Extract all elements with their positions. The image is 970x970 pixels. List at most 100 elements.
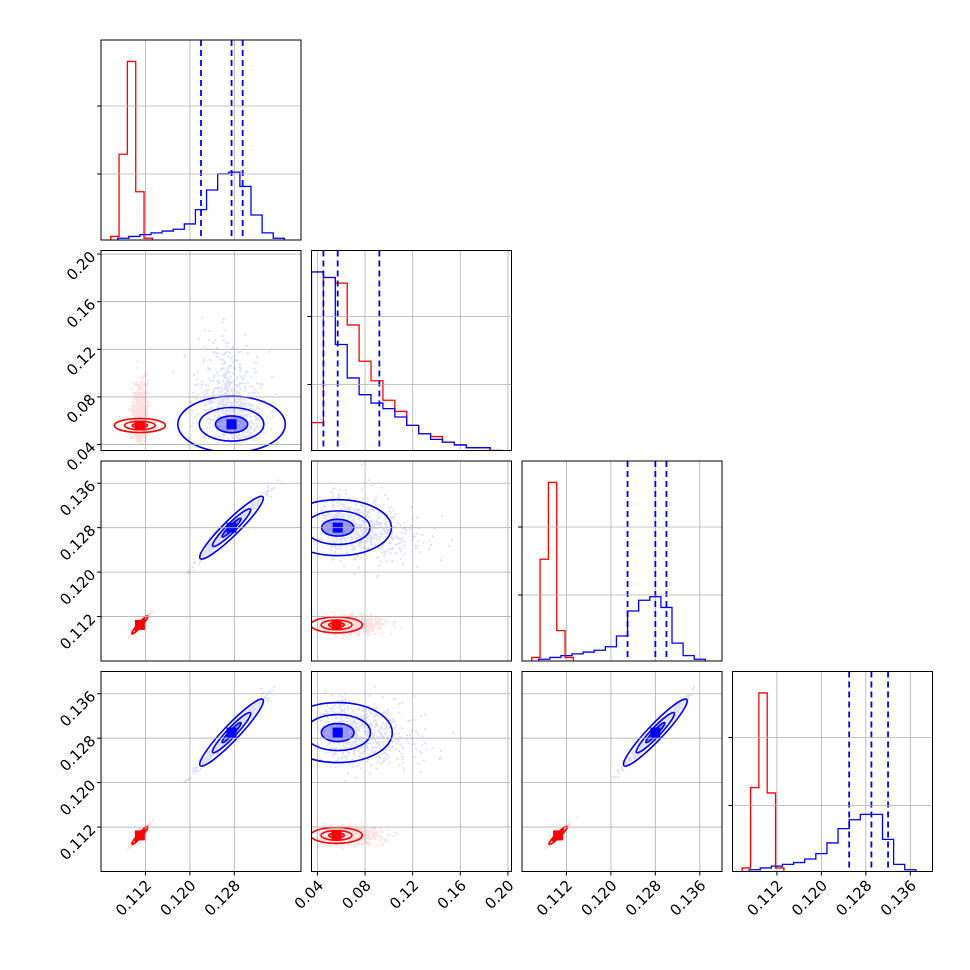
scatter-point [363, 548, 366, 551]
scatter-point [223, 376, 226, 379]
scatter-point [367, 546, 370, 549]
scatter-point [209, 420, 212, 423]
scatter-point [346, 508, 349, 511]
scatter-point [186, 392, 189, 395]
scatter-point [248, 385, 252, 388]
scatter-point [242, 721, 245, 724]
scatter-point [352, 509, 355, 512]
scatter-point [142, 412, 146, 415]
scatter-point [339, 544, 342, 548]
scatter-point [197, 563, 200, 566]
scatter-point [239, 393, 242, 396]
scatter-point [137, 402, 140, 405]
scatter-point [251, 385, 254, 388]
scatter-point [131, 419, 135, 422]
scatter-point [148, 613, 151, 616]
scatter-point [203, 404, 207, 407]
scatter-point [253, 428, 257, 431]
scatter-point [145, 412, 148, 415]
scatter-point [383, 528, 386, 531]
scatter-point [141, 391, 144, 395]
scatter-point [217, 419, 221, 423]
scatter-point [133, 413, 136, 416]
scatter-point [135, 411, 138, 415]
scatter-point [135, 435, 138, 438]
scatter-point [131, 414, 135, 417]
scatter-point [366, 629, 369, 632]
scatter-point [356, 525, 359, 528]
scatter-point [215, 748, 218, 752]
scatter-point [207, 366, 210, 369]
scatter-point [368, 625, 371, 628]
scatter-point [246, 414, 249, 417]
scatter-point [356, 620, 359, 624]
scatter-point [378, 524, 382, 528]
scatter-point [356, 622, 359, 626]
scatter-point [141, 397, 144, 400]
scatter-point [138, 439, 141, 442]
scatter-point [131, 407, 134, 411]
scatter-point [139, 403, 143, 407]
scatter-point [253, 504, 256, 507]
scatter-point [376, 522, 379, 525]
scatter-point [149, 611, 152, 615]
scatter-point [347, 618, 350, 621]
scatter-point [347, 506, 350, 510]
scatter-point [367, 628, 371, 632]
scatter-point [385, 535, 388, 539]
scatter-point [249, 427, 252, 431]
scatter-point [246, 417, 249, 421]
scatter-point [383, 530, 387, 533]
scatter-point [255, 382, 259, 385]
scatter-point [322, 500, 325, 504]
scatter-point [142, 433, 145, 436]
scatter-point [352, 620, 356, 623]
scatter-point [137, 409, 140, 412]
scatter-point [131, 381, 134, 384]
scatter-point [378, 626, 381, 629]
scatter-point [216, 442, 219, 445]
scatter-point [218, 745, 222, 748]
scatter-point [214, 415, 217, 418]
scatter-point [370, 623, 373, 626]
scatter-point [130, 413, 133, 417]
scatter-point [243, 423, 246, 426]
scatter-point [219, 744, 222, 747]
scatter-point [239, 419, 242, 423]
scatter-point [209, 407, 212, 410]
scatter-point [427, 548, 431, 551]
scatter-point [395, 543, 398, 546]
scatter-point [347, 624, 351, 627]
scatter-point [241, 513, 244, 516]
scatter-point [202, 360, 205, 363]
scatter-point [135, 434, 138, 437]
scatter-point [411, 539, 414, 542]
scatter-point [140, 404, 143, 407]
scatter-point [260, 687, 263, 690]
scatter-point [142, 414, 145, 417]
scatter-point [259, 386, 262, 389]
scatter-point [238, 397, 242, 401]
scatter-point [130, 388, 133, 391]
scatter-point [228, 412, 231, 415]
density-peak [226, 419, 237, 430]
scatter-point [210, 399, 214, 402]
scatter-point [221, 404, 224, 407]
scatter-point [369, 620, 372, 624]
scatter-point [358, 625, 361, 628]
scatter-point [245, 511, 248, 514]
scatter-point [138, 384, 142, 387]
scatter-point [331, 545, 334, 548]
scatter-point [429, 543, 433, 546]
scatter-point [211, 547, 214, 551]
scatter-point [322, 513, 325, 517]
scatter-point [141, 408, 145, 412]
scatter-point [364, 618, 367, 621]
scatter-point [360, 524, 363, 527]
scatter-point [133, 397, 136, 400]
scatter-point [368, 508, 371, 512]
scatter-point [362, 497, 365, 500]
scatter-point [148, 612, 152, 615]
scatter-point [136, 376, 139, 380]
scatter-point [224, 425, 227, 428]
